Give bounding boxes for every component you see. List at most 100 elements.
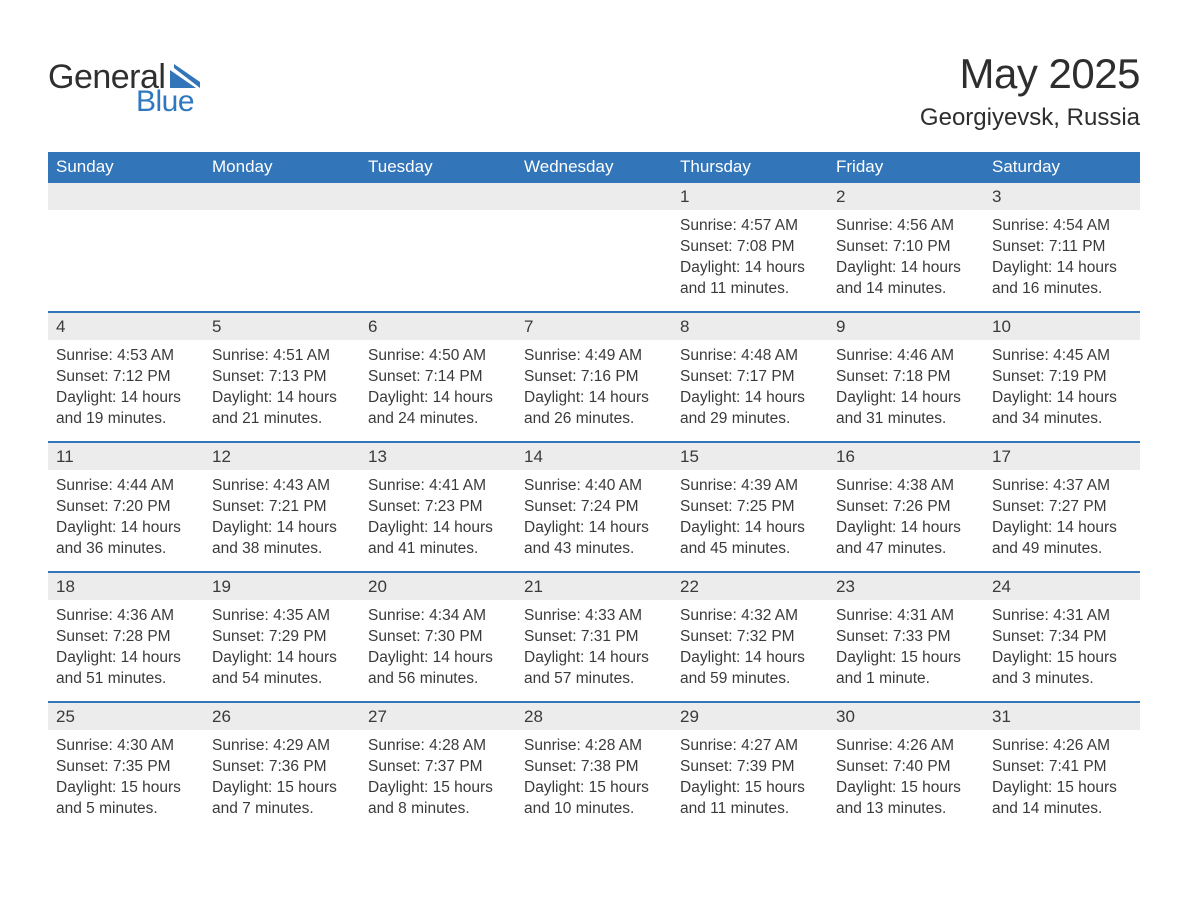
day-number: 23 [828,573,984,600]
sunrise-text: Sunrise: 4:26 AM [992,736,1132,757]
day-cell: 9Sunrise: 4:46 AMSunset: 7:18 PMDaylight… [828,313,984,441]
day-cell: 8Sunrise: 4:48 AMSunset: 7:17 PMDaylight… [672,313,828,441]
day-number: 5 [204,313,360,340]
sunrise-text: Sunrise: 4:28 AM [524,736,664,757]
day-body: Sunrise: 4:36 AMSunset: 7:28 PMDaylight:… [48,600,204,696]
daylight-text: Daylight: 14 hours and 21 minutes. [212,388,352,430]
weekday-header: Wednesday [516,152,672,183]
day-cell: 6Sunrise: 4:50 AMSunset: 7:14 PMDaylight… [360,313,516,441]
sunset-text: Sunset: 7:11 PM [992,237,1132,258]
daylight-text: Daylight: 15 hours and 3 minutes. [992,648,1132,690]
sunrise-text: Sunrise: 4:32 AM [680,606,820,627]
day-body: Sunrise: 4:32 AMSunset: 7:32 PMDaylight:… [672,600,828,696]
day-cell: 27Sunrise: 4:28 AMSunset: 7:37 PMDayligh… [360,703,516,831]
day-number: 12 [204,443,360,470]
day-cell: 11Sunrise: 4:44 AMSunset: 7:20 PMDayligh… [48,443,204,571]
day-body: Sunrise: 4:34 AMSunset: 7:30 PMDaylight:… [360,600,516,696]
day-number: 19 [204,573,360,600]
brand-word2: Blue [136,85,204,119]
sunset-text: Sunset: 7:35 PM [56,757,196,778]
daylight-text: Daylight: 14 hours and 56 minutes. [368,648,508,690]
sunset-text: Sunset: 7:19 PM [992,367,1132,388]
day-number: 22 [672,573,828,600]
day-body: Sunrise: 4:46 AMSunset: 7:18 PMDaylight:… [828,340,984,436]
week-row: 4Sunrise: 4:53 AMSunset: 7:12 PMDaylight… [48,311,1140,441]
day-number: 16 [828,443,984,470]
day-number [516,183,672,210]
sunset-text: Sunset: 7:38 PM [524,757,664,778]
day-cell [516,183,672,311]
calendar-page: General Blue May 2025 Georgiyevsk, Russi… [0,0,1188,871]
weekday-header: Friday [828,152,984,183]
day-number: 1 [672,183,828,210]
day-cell: 13Sunrise: 4:41 AMSunset: 7:23 PMDayligh… [360,443,516,571]
sunset-text: Sunset: 7:36 PM [212,757,352,778]
day-body: Sunrise: 4:37 AMSunset: 7:27 PMDaylight:… [984,470,1140,566]
day-number: 8 [672,313,828,340]
sunrise-text: Sunrise: 4:57 AM [680,216,820,237]
day-body: Sunrise: 4:27 AMSunset: 7:39 PMDaylight:… [672,730,828,826]
day-number: 31 [984,703,1140,730]
sunrise-text: Sunrise: 4:28 AM [368,736,508,757]
day-number [48,183,204,210]
daylight-text: Daylight: 15 hours and 14 minutes. [992,778,1132,820]
sunset-text: Sunset: 7:32 PM [680,627,820,648]
day-number: 27 [360,703,516,730]
day-body: Sunrise: 4:44 AMSunset: 7:20 PMDaylight:… [48,470,204,566]
sunset-text: Sunset: 7:28 PM [56,627,196,648]
daylight-text: Daylight: 15 hours and 10 minutes. [524,778,664,820]
day-cell: 7Sunrise: 4:49 AMSunset: 7:16 PMDaylight… [516,313,672,441]
week-row: 1Sunrise: 4:57 AMSunset: 7:08 PMDaylight… [48,183,1140,311]
day-body: Sunrise: 4:39 AMSunset: 7:25 PMDaylight:… [672,470,828,566]
day-number [204,183,360,210]
title-location: Georgiyevsk, Russia [920,104,1140,132]
day-number: 21 [516,573,672,600]
daylight-text: Daylight: 14 hours and 14 minutes. [836,258,976,300]
day-cell: 3Sunrise: 4:54 AMSunset: 7:11 PMDaylight… [984,183,1140,311]
day-body: Sunrise: 4:38 AMSunset: 7:26 PMDaylight:… [828,470,984,566]
day-number: 28 [516,703,672,730]
day-body: Sunrise: 4:43 AMSunset: 7:21 PMDaylight:… [204,470,360,566]
day-body: Sunrise: 4:28 AMSunset: 7:37 PMDaylight:… [360,730,516,826]
day-cell: 16Sunrise: 4:38 AMSunset: 7:26 PMDayligh… [828,443,984,571]
day-cell [48,183,204,311]
weeks-container: 1Sunrise: 4:57 AMSunset: 7:08 PMDaylight… [48,183,1140,831]
day-cell: 2Sunrise: 4:56 AMSunset: 7:10 PMDaylight… [828,183,984,311]
daylight-text: Daylight: 15 hours and 11 minutes. [680,778,820,820]
day-cell: 23Sunrise: 4:31 AMSunset: 7:33 PMDayligh… [828,573,984,701]
sunset-text: Sunset: 7:23 PM [368,497,508,518]
daylight-text: Daylight: 14 hours and 45 minutes. [680,518,820,560]
sunset-text: Sunset: 7:14 PM [368,367,508,388]
sunset-text: Sunset: 7:10 PM [836,237,976,258]
day-number: 9 [828,313,984,340]
sunset-text: Sunset: 7:27 PM [992,497,1132,518]
day-cell: 5Sunrise: 4:51 AMSunset: 7:13 PMDaylight… [204,313,360,441]
day-cell: 22Sunrise: 4:32 AMSunset: 7:32 PMDayligh… [672,573,828,701]
day-number [360,183,516,210]
week-row: 18Sunrise: 4:36 AMSunset: 7:28 PMDayligh… [48,571,1140,701]
sunrise-text: Sunrise: 4:56 AM [836,216,976,237]
sunset-text: Sunset: 7:30 PM [368,627,508,648]
calendar-grid: SundayMondayTuesdayWednesdayThursdayFrid… [48,152,1140,831]
day-cell: 4Sunrise: 4:53 AMSunset: 7:12 PMDaylight… [48,313,204,441]
day-body: Sunrise: 4:51 AMSunset: 7:13 PMDaylight:… [204,340,360,436]
title-block: May 2025 Georgiyevsk, Russia [920,50,1140,132]
sunrise-text: Sunrise: 4:51 AM [212,346,352,367]
daylight-text: Daylight: 14 hours and 11 minutes. [680,258,820,300]
day-body: Sunrise: 4:53 AMSunset: 7:12 PMDaylight:… [48,340,204,436]
sunrise-text: Sunrise: 4:35 AM [212,606,352,627]
weekday-header: Saturday [984,152,1140,183]
day-number: 29 [672,703,828,730]
day-cell: 26Sunrise: 4:29 AMSunset: 7:36 PMDayligh… [204,703,360,831]
daylight-text: Daylight: 15 hours and 7 minutes. [212,778,352,820]
sunset-text: Sunset: 7:08 PM [680,237,820,258]
day-body: Sunrise: 4:49 AMSunset: 7:16 PMDaylight:… [516,340,672,436]
day-body: Sunrise: 4:26 AMSunset: 7:41 PMDaylight:… [984,730,1140,826]
day-number: 15 [672,443,828,470]
sunset-text: Sunset: 7:33 PM [836,627,976,648]
day-number: 30 [828,703,984,730]
sunrise-text: Sunrise: 4:31 AM [836,606,976,627]
day-cell: 20Sunrise: 4:34 AMSunset: 7:30 PMDayligh… [360,573,516,701]
daylight-text: Daylight: 14 hours and 47 minutes. [836,518,976,560]
day-number: 10 [984,313,1140,340]
